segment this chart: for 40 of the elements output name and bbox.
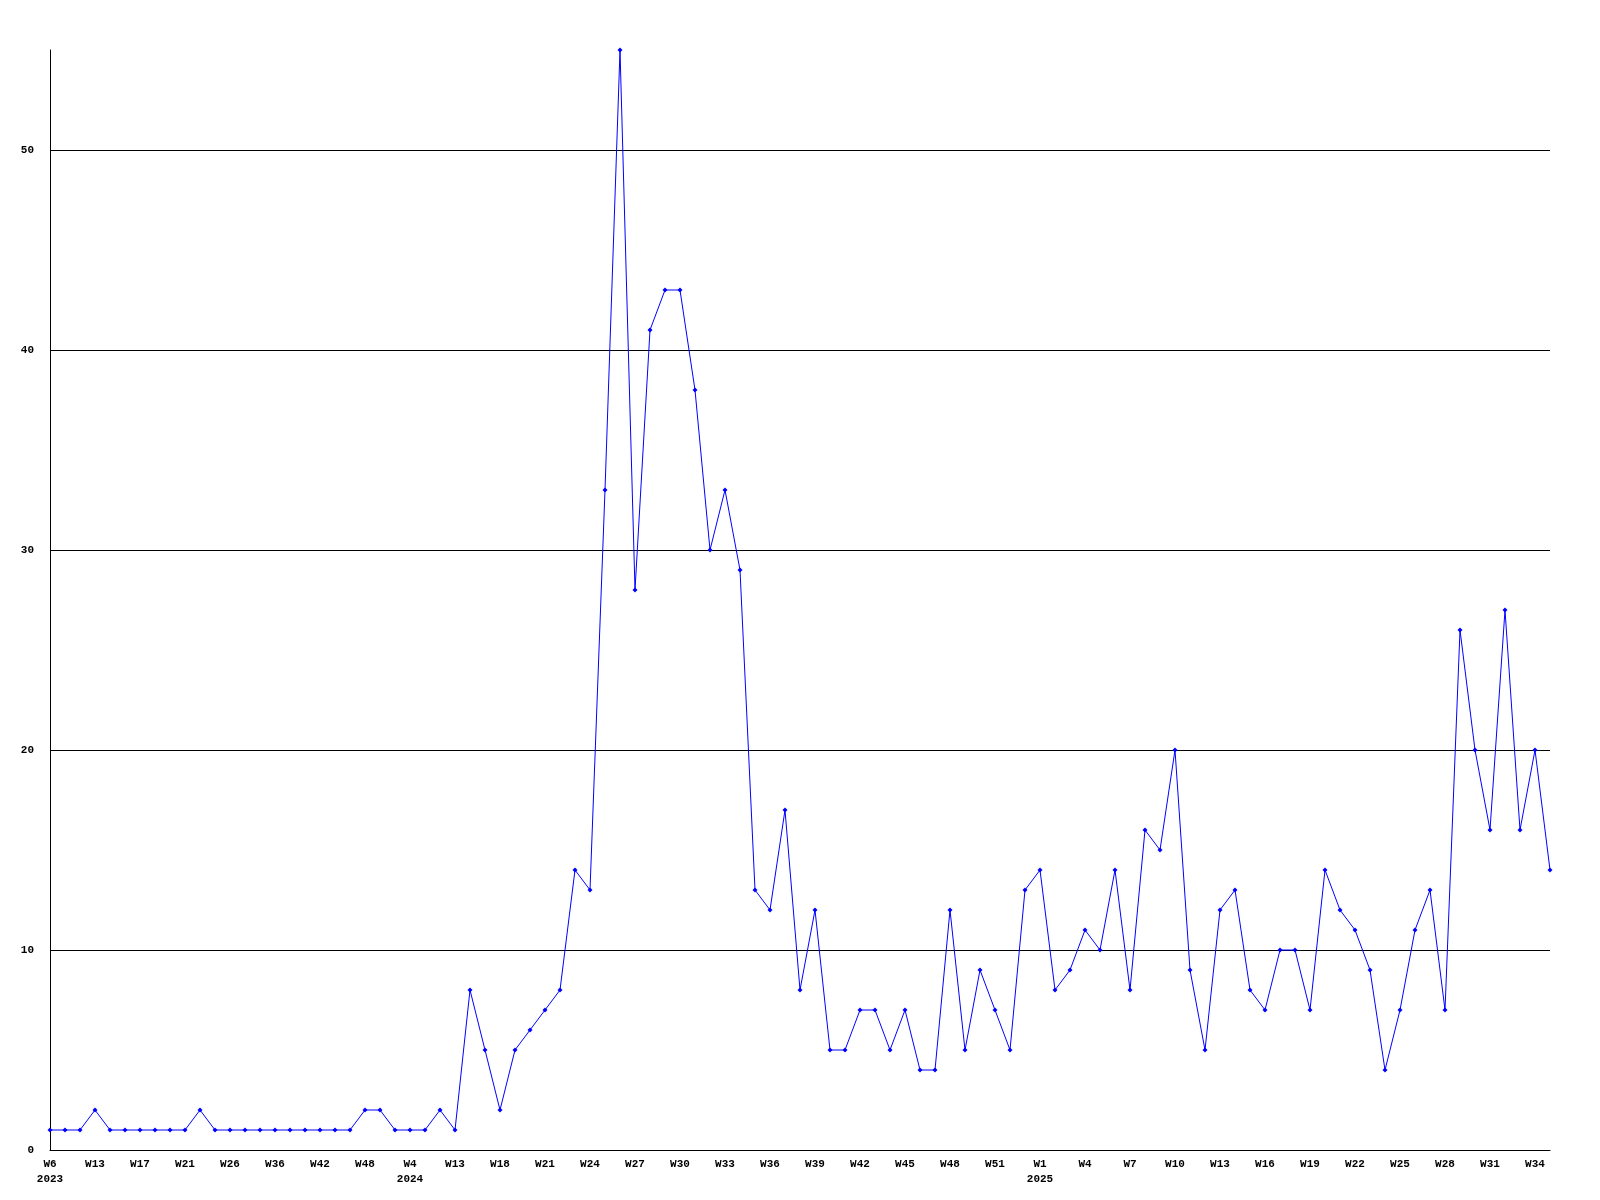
x-tick-label: W17 xyxy=(130,1157,150,1170)
x-tick-label: W21 xyxy=(535,1157,556,1170)
x-tick-label: W13 xyxy=(1210,1157,1231,1170)
y-tick-label: 50 xyxy=(20,144,34,156)
x-tick-label: W30 xyxy=(670,1157,690,1170)
x-tick-label: W6 2023 xyxy=(36,1157,64,1185)
x-tick-label: W45 xyxy=(895,1157,916,1170)
x-tick-label: W27 xyxy=(625,1157,645,1170)
x-tick-label: W34 xyxy=(1525,1157,1546,1170)
x-tick-label: W21 xyxy=(175,1157,196,1170)
y-tick-label: 40 xyxy=(20,344,34,356)
x-tick-label: W13 xyxy=(445,1157,466,1170)
x-tick-label: W4 2024 xyxy=(396,1157,424,1185)
x-tick-label: W36 xyxy=(760,1157,780,1170)
x-tick-label: W13 xyxy=(85,1157,106,1170)
x-tick-label: W7 xyxy=(1123,1157,1137,1170)
x-tick-label: W31 xyxy=(1480,1157,1501,1170)
x-tick-label: W19 xyxy=(1300,1157,1320,1170)
x-tick-label: W48 xyxy=(355,1157,376,1170)
x-tick-label: W10 xyxy=(1165,1157,1185,1170)
y-tick-label: 30 xyxy=(20,544,34,556)
x-tick-label: W4 xyxy=(1078,1157,1092,1170)
x-tick-label: W25 xyxy=(1390,1157,1411,1170)
x-tick-label: W51 xyxy=(985,1157,1006,1170)
x-tick-label: W33 xyxy=(715,1157,736,1170)
x-tick-label: W16 xyxy=(1255,1157,1275,1170)
x-tick-label: W26 xyxy=(220,1157,240,1170)
y-tick-label: 20 xyxy=(20,744,34,756)
x-tick-label: W18 xyxy=(490,1157,511,1170)
x-tick-label: W22 xyxy=(1345,1157,1365,1170)
y-tick-label: 10 xyxy=(20,944,34,956)
x-tick-label: W39 xyxy=(805,1157,825,1170)
y-tick-label: 0 xyxy=(27,1144,34,1156)
x-tick-label: W42 xyxy=(850,1157,870,1170)
x-tick-label: W24 xyxy=(580,1157,601,1170)
x-tick-label: W36 xyxy=(265,1157,285,1170)
x-tick-label: W48 xyxy=(940,1157,961,1170)
x-tick-label: W1 2025 xyxy=(1026,1157,1054,1185)
x-tick-label: W28 xyxy=(1435,1157,1456,1170)
x-tick-label: W42 xyxy=(310,1157,330,1170)
